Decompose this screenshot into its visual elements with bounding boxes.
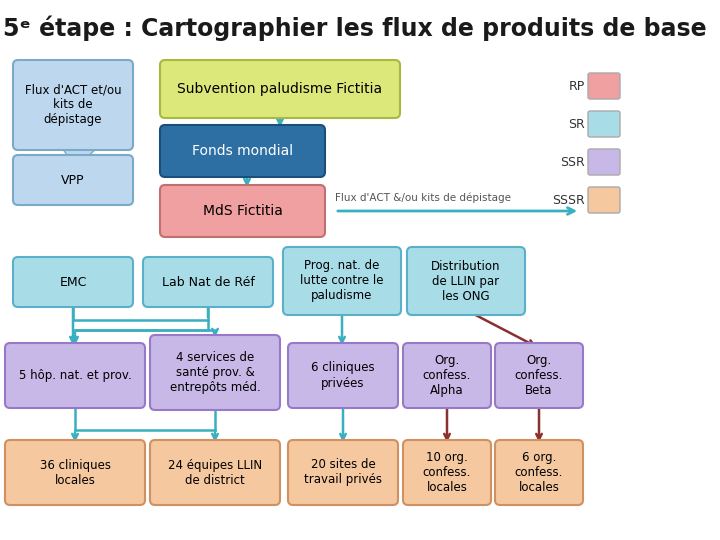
Text: SR: SR	[568, 118, 585, 132]
Text: Subvention paludisme Fictitia: Subvention paludisme Fictitia	[177, 82, 382, 96]
Text: MdS Fictitia: MdS Fictitia	[202, 204, 282, 218]
Text: Fonds mondial: Fonds mondial	[192, 144, 293, 158]
Text: RP: RP	[569, 80, 585, 93]
Text: 10 org.
confess.
locales: 10 org. confess. locales	[423, 451, 471, 494]
FancyBboxPatch shape	[5, 440, 145, 505]
Text: Flux d'ACT &/ou kits de dépistage: Flux d'ACT &/ou kits de dépistage	[335, 192, 511, 203]
FancyBboxPatch shape	[588, 73, 620, 99]
FancyBboxPatch shape	[588, 149, 620, 175]
FancyBboxPatch shape	[288, 343, 398, 408]
Text: EMC: EMC	[59, 275, 86, 288]
FancyBboxPatch shape	[13, 60, 133, 150]
FancyBboxPatch shape	[403, 343, 491, 408]
FancyBboxPatch shape	[403, 440, 491, 505]
FancyBboxPatch shape	[143, 257, 273, 307]
FancyBboxPatch shape	[150, 335, 280, 410]
Text: SSR: SSR	[560, 157, 585, 170]
Text: 5ᵉ étape : Cartographier les flux de produits de base: 5ᵉ étape : Cartographier les flux de pro…	[3, 15, 707, 40]
FancyBboxPatch shape	[288, 440, 398, 505]
Text: Org.
confess.
Alpha: Org. confess. Alpha	[423, 354, 471, 397]
Text: Flux d'ACT et/ou
kits de
dépistage: Flux d'ACT et/ou kits de dépistage	[24, 84, 121, 126]
FancyBboxPatch shape	[160, 60, 400, 118]
FancyBboxPatch shape	[495, 440, 583, 505]
Text: 6 org.
confess.
locales: 6 org. confess. locales	[515, 451, 563, 494]
Polygon shape	[60, 145, 100, 162]
Text: 24 équipes LLIN
de district: 24 équipes LLIN de district	[168, 458, 262, 487]
FancyBboxPatch shape	[160, 185, 325, 237]
FancyBboxPatch shape	[407, 247, 525, 315]
FancyBboxPatch shape	[13, 257, 133, 307]
Text: VPP: VPP	[61, 173, 85, 186]
Text: 36 cliniques
locales: 36 cliniques locales	[40, 458, 110, 487]
FancyBboxPatch shape	[283, 247, 401, 315]
FancyBboxPatch shape	[588, 111, 620, 137]
Text: 5 hôp. nat. et prov.: 5 hôp. nat. et prov.	[19, 369, 131, 382]
Text: 4 services de
santé prov. &
entrepôts méd.: 4 services de santé prov. & entrepôts mé…	[170, 351, 261, 394]
Text: Prog. nat. de
lutte contre le
paludisme: Prog. nat. de lutte contre le paludisme	[300, 260, 384, 302]
Text: Lab Nat de Réf: Lab Nat de Réf	[161, 275, 254, 288]
Text: SSSR: SSSR	[552, 194, 585, 207]
Text: 6 cliniques
privées: 6 cliniques privées	[311, 361, 375, 389]
FancyBboxPatch shape	[495, 343, 583, 408]
Text: 20 sites de
travail privés: 20 sites de travail privés	[304, 458, 382, 487]
FancyBboxPatch shape	[588, 187, 620, 213]
FancyBboxPatch shape	[160, 125, 325, 177]
Text: Org.
confess.
Beta: Org. confess. Beta	[515, 354, 563, 397]
FancyBboxPatch shape	[5, 343, 145, 408]
FancyBboxPatch shape	[13, 155, 133, 205]
FancyBboxPatch shape	[150, 440, 280, 505]
Text: Distribution
de LLIN par
les ONG: Distribution de LLIN par les ONG	[431, 260, 500, 302]
